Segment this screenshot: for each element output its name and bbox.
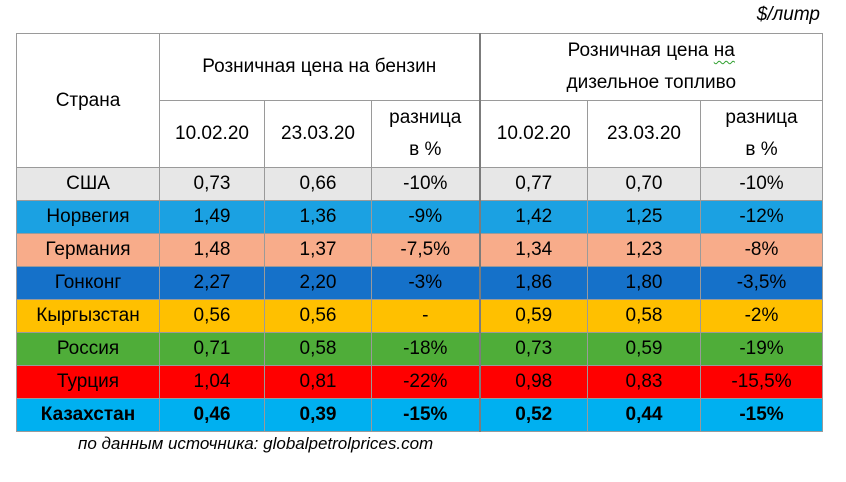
gas-diff: -15% (371, 398, 480, 432)
header-row-top: Страна Розничная цена на бензин Рознична… (16, 33, 824, 168)
header-gas-diff: разница в % (371, 100, 480, 168)
source-note: по данным источника: globalpetrolprices.… (78, 434, 434, 453)
row-hongkong: Гонконг 2,27 2,20 -3% 1,86 1,80 -3,5% (16, 266, 824, 300)
gas-diff: - (371, 299, 480, 333)
gas-price-d2: 0,66 (264, 167, 372, 201)
diesel-diff: -15% (699, 398, 824, 432)
gas-price-d1: 0,71 (159, 332, 265, 366)
gas-diff: -18% (371, 332, 480, 366)
row-kazakhstan: Казахстан 0,46 0,39 -15% 0,52 0,44 -15% (16, 398, 824, 432)
gas-diff: -22% (371, 365, 480, 399)
row-kyrgyzstan: Кыргызстан 0,56 0,56 - 0,59 0,58 -2% (16, 299, 824, 333)
gas-price-d2: 1,36 (264, 200, 372, 234)
diesel-price-d1: 0,98 (478, 365, 588, 399)
gas-price-d2: 0,58 (264, 332, 372, 366)
country-cell: Казахстан (16, 398, 160, 432)
country-cell: США (16, 167, 160, 201)
gas-price-d2: 0,81 (264, 365, 372, 399)
diesel-price-d2: 0,83 (587, 365, 701, 399)
diesel-price-d2: 1,23 (587, 233, 701, 267)
gas-diff: -3% (371, 266, 480, 300)
country-cell: Россия (16, 332, 160, 366)
row-turkey: Турция 1,04 0,81 -22% 0,98 0,83 -15,5% (16, 365, 824, 399)
diesel-diff: -3,5% (699, 266, 824, 300)
gas-price-d1: 2,27 (159, 266, 265, 300)
gas-price-d2: 1,37 (264, 233, 372, 267)
gas-price-d1: 1,49 (159, 200, 265, 234)
gas-price-d2: 2,20 (264, 266, 372, 300)
diesel-price-d1: 0,73 (478, 332, 588, 366)
gas-diff: -7,5% (371, 233, 480, 267)
diesel-price-d2: 1,80 (587, 266, 701, 300)
diesel-diff: -15,5% (699, 365, 824, 399)
gas-price-d2: 0,56 (264, 299, 372, 333)
header-diesel-line1: Розничная цена на (567, 40, 735, 61)
diesel-price-d1: 1,34 (478, 233, 588, 267)
gas-price-d1: 1,04 (159, 365, 265, 399)
country-cell: Кыргызстан (16, 299, 160, 333)
diesel-diff: -10% (699, 167, 824, 201)
row-norway: Норвегия 1,49 1,36 -9% 1,42 1,25 -12% (16, 200, 824, 234)
diesel-diff: -12% (699, 200, 824, 234)
diesel-price-d1: 0,59 (478, 299, 588, 333)
gas-price-d1: 0,46 (159, 398, 265, 432)
diesel-price-d1: 0,52 (478, 398, 588, 432)
country-cell: Германия (16, 233, 160, 267)
gas-diff: -9% (371, 200, 480, 234)
diesel-price-d1: 1,86 (478, 266, 588, 300)
fuel-price-table: Страна Розничная цена на бензин Рознична… (16, 33, 824, 432)
header-diesel-line2: дизельное топливо (566, 72, 737, 93)
country-cell: Норвегия (16, 200, 160, 234)
diesel-price-d2: 0,44 (587, 398, 701, 432)
header-gas-date2: 23.03.20 (264, 100, 372, 168)
unit-label: $/литр (756, 4, 820, 25)
gas-price-d2: 0,39 (264, 398, 372, 432)
country-cell: Гонконг (16, 266, 160, 300)
header-gas-date1: 10.02.20 (159, 100, 265, 168)
diesel-price-d2: 0,59 (587, 332, 701, 366)
diesel-price-d2: 0,58 (587, 299, 701, 333)
row-germany: Германия 1,48 1,37 -7,5% 1,34 1,23 -8% (16, 233, 824, 267)
diesel-diff: -8% (699, 233, 824, 267)
gas-price-d1: 0,73 (159, 167, 265, 201)
header-row-sub: 10.02.20 23.03.20 разница в % 10.02.20 23… (17, 100, 824, 168)
diesel-price-d2: 1,25 (587, 200, 701, 234)
country-cell: Турция (16, 365, 160, 399)
header-dsl-date2: 23.03.20 (587, 100, 701, 168)
header-dsl-diff: разница в % (699, 100, 824, 168)
diesel-diff: -2% (699, 299, 824, 333)
header-gasoline: Розничная цена на бензин (159, 33, 480, 101)
header-country: Страна (16, 33, 160, 168)
diesel-price-d2: 0,70 (587, 167, 701, 201)
row-usa: США 0,73 0,66 -10% 0,77 0,70 -10% (16, 167, 824, 201)
row-russia: Россия 0,71 0,58 -18% 0,73 0,59 -19% (16, 332, 824, 366)
header-diesel: Розничная цена на дизельное топливо (478, 33, 824, 101)
diesel-price-d1: 1,42 (478, 200, 588, 234)
gas-price-d1: 1,48 (159, 233, 265, 267)
diesel-price-d1: 0,77 (478, 167, 588, 201)
gas-price-d1: 0,56 (159, 299, 265, 333)
header-dsl-date1: 10.02.20 (478, 100, 588, 168)
diesel-diff: -19% (699, 332, 824, 366)
gas-diff: -10% (371, 167, 480, 201)
